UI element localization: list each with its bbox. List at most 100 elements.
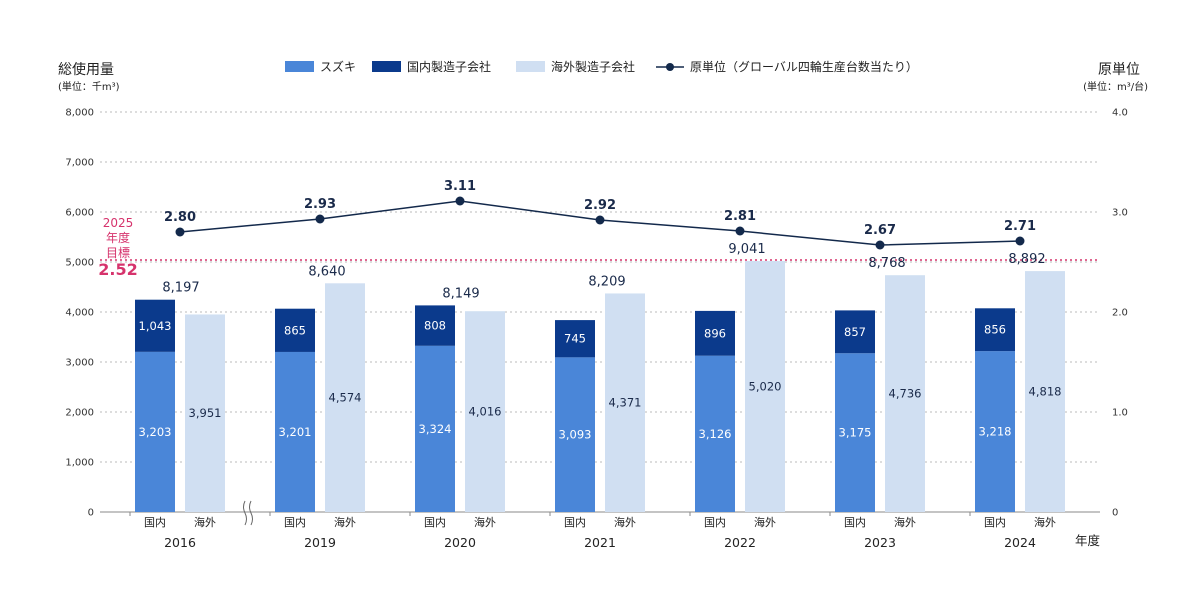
target-label-goal: 目標 xyxy=(106,246,130,260)
legend: スズキ 国内製造子会社 海外製造子会社 原単位（グローバル四輪生産台数当たり） xyxy=(285,59,918,74)
category-label-domestic: 国内 xyxy=(704,515,726,529)
grid-layer xyxy=(100,111,1100,513)
intensity-label: 2.92 xyxy=(584,198,616,213)
total-label: 8,209 xyxy=(588,274,625,289)
bar-suzuki-label: 3,175 xyxy=(839,426,872,440)
legend-swatch xyxy=(285,61,314,72)
bar-suzuki-label: 3,218 xyxy=(979,425,1012,439)
bar-domestic-subsidiary-label: 745 xyxy=(564,332,586,346)
year-group: 3,175 857 4,736 8,768 xyxy=(835,256,925,512)
bar-domestic-subsidiary xyxy=(695,310,735,356)
bar-domestic-subsidiary xyxy=(135,299,175,352)
bar-suzuki-label: 3,203 xyxy=(139,425,172,439)
axis-break-mark xyxy=(243,500,253,526)
target-value: 2.52 xyxy=(98,260,137,279)
category-label-overseas: 海外 xyxy=(334,515,356,529)
left-tick-label: 7,000 xyxy=(65,158,94,169)
bar-domestic-subsidiary-label: 1,043 xyxy=(139,319,172,333)
intensity-label: 2.71 xyxy=(1004,219,1036,234)
year-group: 3,093 745 4,371 8,209 xyxy=(555,274,645,512)
category-label-overseas: 海外 xyxy=(474,515,496,529)
x-axis: 年度 国内 海外 2016 国内 海外 2019 国内 海外 2020 国内 海外 2021 国内 海外 2… xyxy=(129,500,1101,550)
intensity-point xyxy=(1015,236,1025,246)
bar-domestic-subsidiary-label: 856 xyxy=(984,323,1006,337)
intensity-label: 2.80 xyxy=(164,210,196,225)
bar-suzuki xyxy=(555,357,595,512)
right-tick-label: 4.0 xyxy=(1112,108,1128,119)
x-axis-unit: 年度 xyxy=(1075,533,1101,548)
left-tick-label: 0 xyxy=(88,508,94,519)
intensity-label: 2.93 xyxy=(304,197,336,212)
intensity-point xyxy=(455,196,465,206)
legend-swatch xyxy=(516,61,545,72)
category-label-overseas: 海外 xyxy=(754,515,776,529)
bar-suzuki-label: 3,324 xyxy=(419,422,452,436)
bar-domestic-subsidiary xyxy=(835,310,875,354)
category-label-domestic: 国内 xyxy=(984,515,1006,529)
category-label-overseas: 海外 xyxy=(1034,515,1056,529)
left-axis-title: 総使用量 xyxy=(58,61,114,78)
bar-domestic-subsidiary-label: 808 xyxy=(424,319,446,333)
left-tick-label: 6,000 xyxy=(65,208,94,219)
left-axis-unit: (単位：千m³) xyxy=(58,80,120,93)
bar-overseas-subsidiary xyxy=(745,261,785,512)
right-axis: 原単位 (単位：m³/台) 0 1.0 2.0 3.0 4.0 xyxy=(1083,62,1148,519)
bar-suzuki-label: 3,093 xyxy=(559,428,592,442)
bar-suzuki xyxy=(835,353,875,512)
bar-suzuki xyxy=(275,351,315,512)
category-label-domestic: 国内 xyxy=(564,515,586,529)
bar-suzuki-label: 3,201 xyxy=(279,425,312,439)
target-label-fiscal: 年度 xyxy=(106,230,130,245)
year-group: 3,218 856 4,818 8,892 xyxy=(975,252,1065,512)
bar-domestic-subsidiary-label: 857 xyxy=(844,325,866,339)
bar-suzuki xyxy=(415,345,455,512)
bars-layer: 3,2031,0433,9518,1973,2018654,5748,6403,… xyxy=(135,242,1065,512)
left-tick-label: 8,000 xyxy=(65,108,94,119)
intensity-label: 2.81 xyxy=(724,209,756,224)
left-axis: 総使用量 (単位：千m³) 0 1,000 2,000 3,000 4,000 5,000… xyxy=(58,61,120,519)
bar-suzuki xyxy=(975,351,1015,512)
bar-overseas-subsidiary xyxy=(605,293,645,512)
target-layer: 2025 年度 目標 2.52 xyxy=(98,216,1100,279)
right-axis-unit: (単位：m³/台) xyxy=(1083,80,1148,93)
bar-overseas-subsidiary xyxy=(325,283,365,512)
legend-marker xyxy=(666,63,674,71)
category-label-domestic: 国内 xyxy=(424,515,446,529)
bar-overseas-subsidiary xyxy=(465,311,505,512)
legend-swatch xyxy=(372,61,401,72)
right-tick-label: 3.0 xyxy=(1112,208,1128,219)
bar-suzuki-label: 3,126 xyxy=(699,427,732,441)
right-tick-label: 2.0 xyxy=(1112,308,1128,319)
category-label-domestic: 国内 xyxy=(284,515,306,529)
year-label: 2022 xyxy=(724,535,756,550)
bar-overseas-subsidiary-label: 4,371 xyxy=(609,396,642,410)
legend-label: スズキ xyxy=(320,59,356,74)
year-group: 3,126 896 5,020 9,041 xyxy=(695,242,785,512)
right-axis-title: 原単位 xyxy=(1098,62,1140,78)
bar-overseas-subsidiary xyxy=(1025,271,1065,512)
year-label: 2019 xyxy=(304,535,336,550)
bar-suzuki xyxy=(135,351,175,512)
total-label: 8,149 xyxy=(442,286,479,301)
year-label: 2023 xyxy=(864,535,896,550)
intensity-point xyxy=(175,227,185,237)
bar-domestic-subsidiary xyxy=(415,305,455,346)
bar-overseas-subsidiary-label: 4,818 xyxy=(1029,385,1062,399)
right-tick-label: 1.0 xyxy=(1112,408,1128,419)
intensity-point xyxy=(595,215,605,225)
bar-domestic-subsidiary xyxy=(975,308,1015,352)
intensity-point xyxy=(875,240,885,250)
total-label: 8,892 xyxy=(1008,252,1045,267)
intensity-label: 3.11 xyxy=(444,179,476,194)
bar-domestic-subsidiary xyxy=(555,320,595,358)
bar-domestic-subsidiary xyxy=(275,308,315,352)
bar-overseas-subsidiary-label: 4,574 xyxy=(329,391,362,405)
bar-overseas-subsidiary xyxy=(185,314,225,512)
bar-overseas-subsidiary-label: 4,016 xyxy=(469,405,502,419)
axis-break-stroke xyxy=(249,500,253,526)
intensity-line-layer: 2.80 2.93 3.11 2.92 2.81 2.67 2.71 xyxy=(164,179,1036,250)
intensity-point xyxy=(735,226,745,236)
legend-label: 海外製造子会社 xyxy=(551,59,635,74)
bar-suzuki xyxy=(695,355,735,512)
year-label: 2020 xyxy=(444,535,476,550)
